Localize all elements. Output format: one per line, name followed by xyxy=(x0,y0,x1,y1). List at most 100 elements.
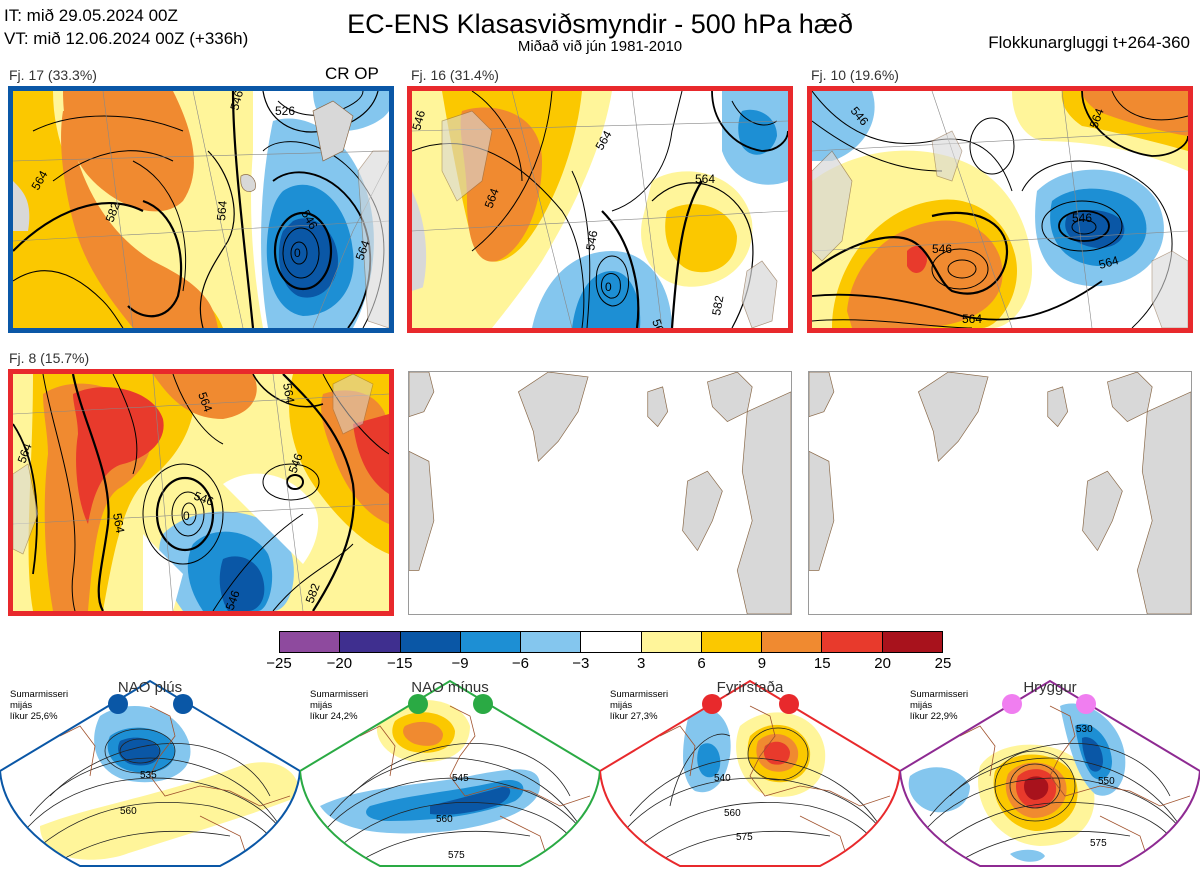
regime-blocking-graphic: 540 560 575 xyxy=(600,679,902,867)
regime-nao-minus-graphic: 545 560 575 xyxy=(300,679,602,867)
colorbar-segment xyxy=(340,632,401,652)
colorbar-tick-label: 3 xyxy=(637,655,646,672)
empty-map-6 xyxy=(808,371,1192,615)
cluster-window: Flokkunargluggi t+264-360 xyxy=(988,33,1190,52)
contour-label: 546 xyxy=(192,489,216,509)
colorbar-tick-label: −25 xyxy=(266,655,292,672)
regime-probability: líkur 27,3% xyxy=(610,711,658,722)
contour-label: 530 xyxy=(1076,724,1093,735)
regime-title: NAO mínus xyxy=(411,679,489,696)
regime-season: Sumarmisseri xyxy=(310,689,369,700)
regime-probability: líkur 25,6% xyxy=(10,711,58,722)
contour-label: 564 xyxy=(695,172,715,186)
cluster-3-label: Fj. 10 (19.6%) xyxy=(811,67,899,83)
colorbar-tick-label: 9 xyxy=(757,655,767,672)
cluster-map-3[interactable]: 546 564 546 546 564 564 xyxy=(807,86,1193,333)
regime-blocking: 540 560 575 Fyrirstaða Sumarmisseri mijá… xyxy=(600,676,904,871)
contour-label: 546 xyxy=(932,242,952,256)
contour-label: 582 xyxy=(709,294,726,316)
cluster-map-1-graphic: 546 526 564 582 564 546 564 0 xyxy=(13,91,389,328)
contour-label: 545 xyxy=(452,773,469,784)
cluster-map-4[interactable]: 564 564 546 546 0 564 564 546 582 xyxy=(8,369,394,616)
regime-note: Sumarmisseri mijás líkur 24,2% xyxy=(310,689,368,722)
empty-map-6-graphic xyxy=(809,372,1191,614)
colorbar-tick-label: −20 xyxy=(326,655,353,672)
contour-label: 546 xyxy=(412,108,428,131)
contour-label: 546 xyxy=(1072,211,1092,225)
regime-nao-plus-graphic: 535 560 xyxy=(0,679,302,867)
cluster-map-3-graphic: 546 564 546 546 564 564 xyxy=(812,91,1188,328)
colorbar-segment xyxy=(460,632,522,652)
regime-month: mijás xyxy=(310,700,333,711)
contour-label: 546 xyxy=(286,451,306,475)
regime-month: mijás xyxy=(10,700,33,711)
contour-label: 575 xyxy=(448,850,465,861)
regime-nao-plus: 535 560 NAO plús Sumarmisseri mijás líku… xyxy=(0,676,304,871)
valid-time: VT: mið 12.06.2024 00Z (+336h) xyxy=(4,29,249,48)
regime-title: NAO plús xyxy=(117,679,183,696)
colorbar-segment xyxy=(822,632,883,652)
regime-season: Sumarmisseri xyxy=(10,689,69,700)
cluster-map-2-graphic: 546 564 564 546 564 0 564 582 xyxy=(412,91,788,328)
contour-label: 564 xyxy=(482,186,502,210)
colorbar-segment xyxy=(400,632,461,652)
regime-note: Sumarmisseri mijás líkur 25,6% xyxy=(10,689,68,722)
contour-label: 564 xyxy=(214,200,230,221)
contour-label: 546 xyxy=(227,91,246,112)
page-title: EC-ENS Klasasviðsmyndir - 500 hPa hæð xyxy=(347,9,853,39)
colorbar xyxy=(279,631,943,653)
contour-label: 546 xyxy=(583,229,600,251)
colorbar-tick-label: 20 xyxy=(874,655,891,672)
regime-title: Hryggur xyxy=(1023,679,1077,696)
contour-label: 560 xyxy=(436,814,453,825)
regime-title: Fyrirstaða xyxy=(716,679,784,696)
contour-label: 564 xyxy=(15,441,35,465)
contour-label: 564 xyxy=(353,238,373,262)
regime-season: Sumarmisseri xyxy=(610,689,669,700)
colorbar-tick-label: 6 xyxy=(697,655,706,672)
cluster-map-1[interactable]: 546 526 564 582 564 546 564 0 xyxy=(8,86,394,333)
contour-label: 575 xyxy=(736,832,753,843)
regime-month: mijás xyxy=(910,700,933,711)
cluster-2-label: Fj. 16 (31.4%) xyxy=(411,67,499,83)
contour-label: 575 xyxy=(1090,838,1107,849)
contour-label: 564 xyxy=(649,317,669,328)
cluster-map-2[interactable]: 546 564 564 546 564 0 564 582 xyxy=(407,86,793,333)
header-info: IT: mið 29.05.2024 00Z VT: mið 12.06.202… xyxy=(4,4,248,50)
contour-label: 564 xyxy=(1097,253,1120,272)
colorbar-tick-label: 25 xyxy=(934,655,952,672)
contour-label: 560 xyxy=(724,808,741,819)
empty-map-5 xyxy=(408,371,792,615)
contour-label: 535 xyxy=(140,770,157,781)
regime-ridge: 530 550 575 Hryggur Sumarmisseri mijás l… xyxy=(900,676,1200,871)
contour-label: 564 xyxy=(280,382,297,404)
colorbar-tick-label: 15 xyxy=(813,655,831,672)
colorbar-segment xyxy=(762,632,823,652)
contour-label: 546 xyxy=(223,588,243,611)
contour-label: 564 xyxy=(110,512,127,534)
colorbar-segment xyxy=(521,632,582,652)
colorbar-segment xyxy=(882,632,942,652)
regime-nao-minus: 545 560 575 NAO mínus Sumarmisseri mijás… xyxy=(300,676,604,871)
regime-ridge-graphic: 530 550 575 xyxy=(900,679,1200,867)
regime-month: mijás xyxy=(610,700,633,711)
colorbar-segment xyxy=(280,632,341,652)
colorbar-segment xyxy=(641,632,702,652)
colorbar-tick-label: −15 xyxy=(386,655,413,672)
regime-note: Sumarmisseri mijás líkur 22,9% xyxy=(910,689,968,722)
contour-label: 540 xyxy=(714,773,731,784)
regime-probability: líkur 22,9% xyxy=(910,711,958,722)
colorbar-segment xyxy=(581,632,642,652)
empty-map-5-graphic xyxy=(409,372,791,614)
contour-label: 526 xyxy=(275,104,295,118)
cluster-map-4-graphic: 564 564 546 546 0 564 564 546 582 xyxy=(13,374,389,611)
contour-label: 564 xyxy=(1087,106,1107,130)
regime-note: Sumarmisseri mijás líkur 27,3% xyxy=(610,689,668,722)
init-time: IT: mið 29.05.2024 00Z xyxy=(4,6,178,25)
contour-label: 564 xyxy=(195,390,215,414)
contour-label: 582 xyxy=(303,581,323,605)
cluster-4-label: Fj. 8 (15.7%) xyxy=(9,350,90,366)
contour-label: 582 xyxy=(103,200,123,224)
colorbar-tick-label: −6 xyxy=(511,655,530,672)
contour-label: 550 xyxy=(1098,776,1115,787)
